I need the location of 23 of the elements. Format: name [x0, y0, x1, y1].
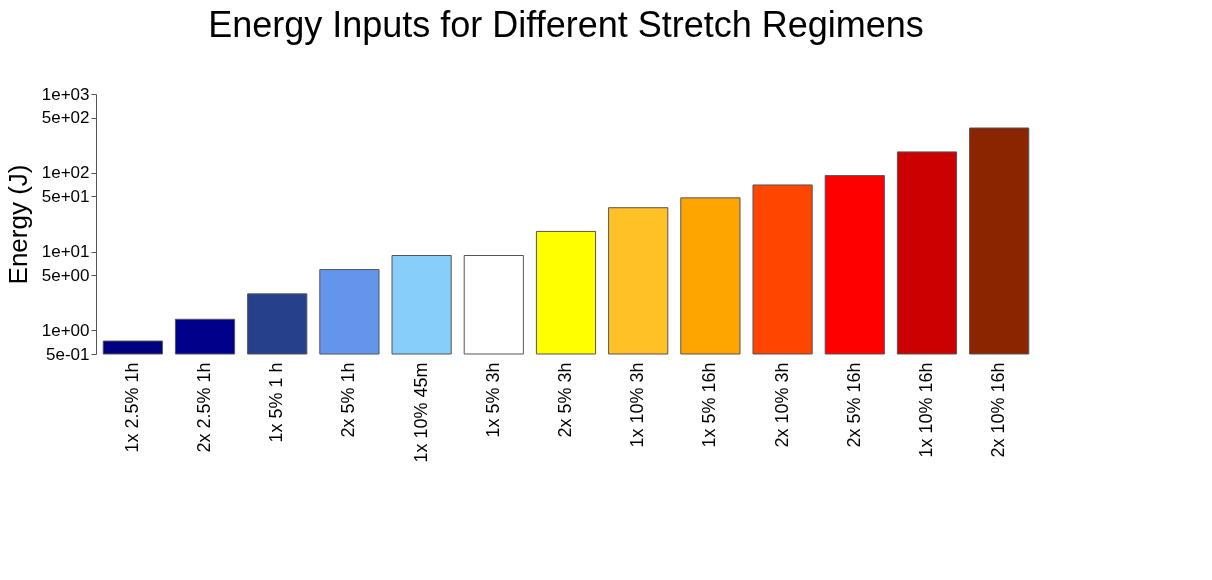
x-tick-label: 2x 10% 16h	[988, 362, 1009, 458]
x-tick-label: 1x 5% 3h	[482, 362, 503, 438]
y-tick-label: 5e+02	[41, 108, 90, 128]
x-tick-label: 1x 10% 45m	[410, 362, 431, 463]
x-tick-label: 2x 10% 3h	[771, 362, 792, 448]
x-tick-label: 2x 2.5% 1h	[194, 362, 215, 453]
x-tick-label: 1x 5% 1 h	[266, 362, 287, 443]
x-tick-label: 1x 5% 16h	[699, 362, 720, 448]
x-tick-label: 2x 5% 1h	[338, 362, 359, 438]
x-tick-label: 1x 2.5% 1h	[121, 362, 142, 453]
y-tick-label: 5e-01	[46, 344, 90, 364]
y-tick-label: 5e+01	[41, 186, 90, 206]
x-tick-label: 1x 10% 3h	[627, 362, 648, 448]
y-tick-label: 1e+01	[41, 242, 90, 262]
y-tick-label: 5e+00	[41, 265, 90, 285]
y-tick-label: 1e+02	[41, 163, 90, 183]
y-tick-label: 1e+00	[41, 320, 90, 340]
x-tick-label: 2x 5% 3h	[555, 362, 575, 438]
x-tick-label: 1x 10% 16h	[915, 362, 936, 458]
chart-title: Energy Inputs for Different Stretch Regimens	[208, 4, 924, 45]
y-tick-label: 1e+03	[41, 84, 90, 104]
x-tick-label: 2x 5% 16h	[843, 362, 864, 448]
y-axis-title: Energy (J)	[2, 164, 33, 285]
